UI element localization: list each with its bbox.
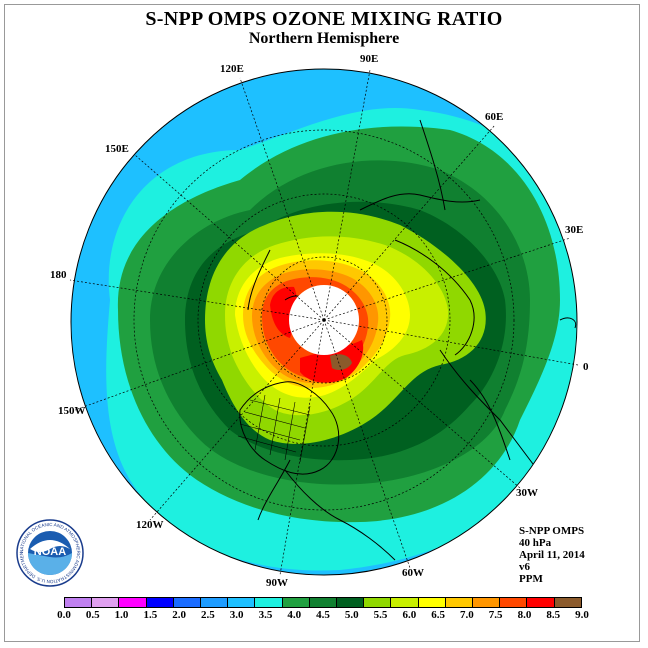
info-level: 40 hPa [519, 537, 552, 549]
colorbar-segment [418, 598, 446, 607]
colorbar-segment [255, 598, 283, 607]
colorbar-tick-label: 2.5 [201, 609, 215, 621]
colorbar-segment [445, 598, 474, 607]
image-frame [4, 4, 640, 642]
lon-label-60w: 60W [402, 567, 424, 579]
colorbar-segment [554, 598, 581, 607]
lon-label-90w: 90W [266, 577, 288, 589]
lon-label-90e: 90E [360, 53, 378, 65]
lon-label-120w: 120W [136, 519, 164, 531]
product-info: S-NPP OMPS 40 hPa April 11, 2014 v6 PPM [519, 525, 585, 585]
colorbar-segment [309, 598, 338, 607]
colorbar-tick-label: 4.5 [316, 609, 330, 621]
graticule [69, 69, 579, 576]
lon-label-0: 0 [583, 361, 589, 373]
colorbar-segment [500, 598, 528, 607]
lon-label-150w: 150W [58, 405, 86, 417]
logo-wave [28, 553, 72, 575]
colorbar-segment [391, 598, 419, 607]
colorbar-tick-label: 5.0 [344, 609, 359, 621]
lon-label-180: 180 [50, 269, 67, 281]
colorbar-segment [228, 598, 256, 607]
colorbar-segment [92, 598, 120, 607]
colorbar-tick-label: 8.0 [517, 609, 532, 621]
logo-wordmark: NOAA [34, 546, 66, 558]
colorbar-tick-label: 4.0 [287, 609, 302, 621]
lon-label-150e: 150E [105, 143, 129, 155]
page-subtitle: Northern Hemisphere [248, 30, 400, 47]
colorbar-segment [527, 598, 555, 607]
info-units: PPM [519, 573, 543, 585]
colorbar-segment [119, 598, 147, 607]
colorbar-tick-label: 5.5 [373, 609, 388, 621]
page-title: S-NPP OMPS OZONE MIXING RATIO [145, 8, 503, 30]
colorbar-segment [146, 598, 174, 607]
colorbar-tick-label: 7.5 [488, 609, 503, 621]
colorbar [64, 597, 582, 608]
colorbar-tick-label: 2.0 [172, 609, 186, 621]
colorbar-tick-label: 0.5 [85, 609, 100, 621]
info-date: April 11, 2014 [519, 549, 585, 561]
band-9-0 [330, 354, 352, 371]
colorbar-tick-label: 6.0 [402, 609, 417, 621]
colorbar-tick-label: 8.5 [546, 609, 561, 621]
colorbar-tick-label: 6.5 [431, 609, 445, 621]
colorbar-tick-label: 3.5 [258, 609, 273, 621]
colorbar-tick-label: 3.0 [229, 609, 244, 621]
colorbar-segment [337, 598, 365, 607]
lon-label-30e: 30E [565, 224, 583, 236]
colorbar-tick-label: 0.0 [57, 609, 71, 621]
lon-label-60e: 60E [485, 111, 503, 123]
colorbar-tick-label: 1.5 [143, 609, 158, 621]
colorbar-segment [282, 598, 310, 607]
colorbar-segment [473, 598, 501, 607]
us-state-grid [237, 394, 311, 463]
colorbar-segment [201, 598, 229, 607]
colorbar-tick-label: 7.0 [460, 609, 474, 621]
lon-label-30w: 30W [516, 487, 538, 499]
colorbar-tick-label: 9.0 [575, 609, 589, 621]
colorbar-tick-label: 1.0 [114, 609, 129, 621]
info-version: v6 [519, 561, 530, 573]
noaa-logo: NATIONAL OCEANIC AND ATMOSPHERIC ADMINIS… [16, 519, 84, 587]
colorbar-segment [65, 598, 93, 607]
map-boundary [70, 68, 578, 576]
colorbar-segment [173, 598, 202, 607]
logo-bird [30, 540, 70, 552]
colorbar-segment [364, 598, 392, 607]
info-instrument: S-NPP OMPS [519, 525, 585, 537]
lon-label-120e: 120E [220, 63, 244, 75]
colorbar-tick-labels: 0.0 0.5 1.0 1.5 2.0 2.5 3.0 3.5 4.0 4.5 5.0 5.5 6.0 6… [57, 609, 589, 623]
